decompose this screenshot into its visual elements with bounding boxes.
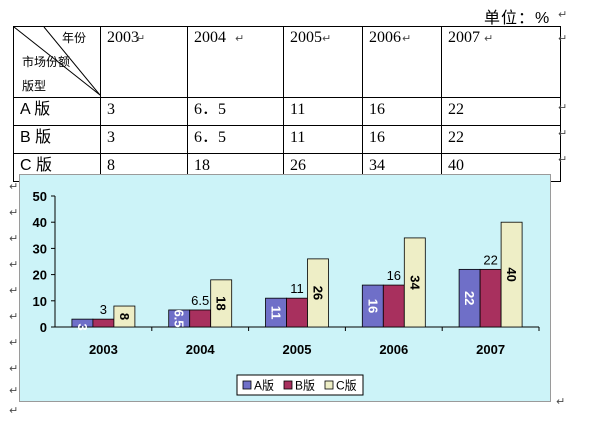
bar-b — [286, 297, 308, 328]
legend-swatch — [324, 380, 334, 390]
paragraph-mark: ↵ — [9, 404, 19, 417]
data-label: 18 — [214, 296, 229, 310]
bar-b — [382, 284, 405, 328]
data-label: 6.5 — [172, 309, 187, 327]
bar-c — [403, 237, 426, 328]
data-label: 6.5 — [191, 293, 209, 308]
bar-b — [189, 309, 212, 328]
x-tick-label: 2007 — [476, 342, 505, 357]
bar-chart: 0 10 20 30 40 50 2003 2004 2005 2006 2007 3 6.5 11 16 2… — [19, 174, 551, 402]
bar-c — [113, 305, 136, 328]
table-row-a: A 版 3 6．5 11 16 22 — [13, 97, 561, 126]
paragraph-mark: ↵ — [322, 32, 332, 45]
paragraph-mark: ↵ — [9, 336, 19, 349]
data-label: 8 — [117, 313, 132, 320]
table-cell: 6．5 — [187, 125, 284, 154]
paragraph-mark: ↵ — [558, 101, 568, 114]
bar-c — [500, 221, 523, 328]
year-header-2003: 2003 — [100, 26, 188, 98]
paragraph-mark: ↵ — [558, 32, 568, 45]
table-cell: 3 — [100, 125, 188, 154]
table-header-row: 年份 市场份额 版型 2003 2004 2005 2006 2007 — [13, 26, 561, 98]
y-tick-label: 50 — [33, 189, 47, 204]
paragraph-mark: ↵ — [402, 32, 412, 45]
corner-share-label: 市场份额 — [22, 55, 71, 69]
paragraph-mark: ↵ — [9, 362, 19, 375]
corner-type-label: 版型 — [22, 79, 47, 93]
x-tick-label: 2006 — [379, 342, 408, 357]
corner-year-label: 年份 — [62, 31, 87, 45]
table-cell: 11 — [283, 97, 363, 126]
paragraph-mark: ↵ — [9, 310, 19, 323]
table-cell: 3 — [100, 97, 188, 126]
table-cell: 16 — [362, 97, 442, 126]
data-label: 11 — [290, 281, 304, 296]
y-tick-label: 0 — [40, 320, 47, 335]
market-share-table: 年份 市场份额 版型 2003 2004 2005 2006 2007 A 版 … — [13, 26, 561, 182]
x-tick-label: 2005 — [283, 342, 312, 357]
chart-container: 0 10 20 30 40 50 2003 2004 2005 2006 2007 3 6.5 11 16 2… — [19, 174, 551, 402]
legend-label: B版 — [295, 379, 315, 393]
data-label: 22 — [483, 252, 497, 267]
diagonal-lines — [14, 27, 100, 96]
year-header-2004: 2004 — [187, 26, 284, 98]
paragraph-mark: ↵ — [558, 153, 568, 166]
paragraph-mark: ↵ — [9, 180, 19, 193]
table-cell: 16 — [362, 125, 442, 154]
row-label: A 版 — [13, 97, 101, 126]
unit-label: 单位：% — [484, 10, 551, 27]
data-label: 11 — [269, 306, 284, 320]
corner-header-cell: 年份 市场份额 版型 — [13, 26, 101, 98]
paragraph-mark: ↵ — [484, 32, 494, 45]
data-label: 16 — [365, 299, 380, 313]
data-label: 3 — [75, 324, 90, 331]
bar-c — [210, 279, 233, 328]
year-header-2007: 2007 — [441, 26, 561, 98]
table-row-b: B 版 3 6．5 11 16 22 — [13, 125, 561, 154]
legend-swatch — [283, 380, 293, 390]
y-tick-label: 40 — [33, 215, 47, 230]
paragraph-mark: ↵ — [9, 384, 19, 397]
legend-box — [236, 374, 364, 396]
legend-label: C版 — [336, 379, 357, 393]
data-label: 26 — [311, 286, 326, 300]
table-cell: 22 — [441, 97, 561, 126]
data-label: 16 — [387, 268, 401, 283]
paragraph-mark: ↵ — [9, 258, 19, 271]
data-label: 22 — [462, 291, 477, 305]
paragraph-mark: ↵ — [235, 32, 245, 45]
paragraph-mark: ↵ — [9, 206, 19, 219]
year-header-2006: 2006 — [362, 26, 442, 98]
paragraph-mark: ↵ — [136, 32, 146, 45]
data-label: 40 — [504, 267, 519, 281]
row-label: B 版 — [13, 125, 101, 154]
table-cell: 11 — [283, 125, 363, 154]
bar-c — [307, 258, 329, 328]
x-tick-label: 2003 — [89, 342, 118, 357]
data-label: 34 — [407, 275, 422, 290]
table-cell: 22 — [441, 125, 561, 154]
paragraph-mark: ↵ — [9, 232, 19, 245]
x-tick-label: 2004 — [186, 342, 216, 357]
y-tick-label: 30 — [33, 241, 47, 256]
legend-label: A版 — [254, 379, 274, 393]
bar-b — [92, 318, 115, 328]
paragraph-mark: ↵ — [558, 8, 568, 21]
legend-swatch — [242, 380, 252, 390]
data-label: 3 — [100, 302, 107, 317]
paragraph-mark: ↵ — [9, 284, 19, 297]
paragraph-mark: ↵ — [556, 395, 566, 408]
bar-b — [479, 268, 502, 328]
table-cell: 6．5 — [187, 97, 284, 126]
y-tick-label: 10 — [33, 294, 47, 309]
paragraph-mark: ↵ — [558, 127, 568, 140]
y-tick-label: 20 — [33, 268, 47, 283]
